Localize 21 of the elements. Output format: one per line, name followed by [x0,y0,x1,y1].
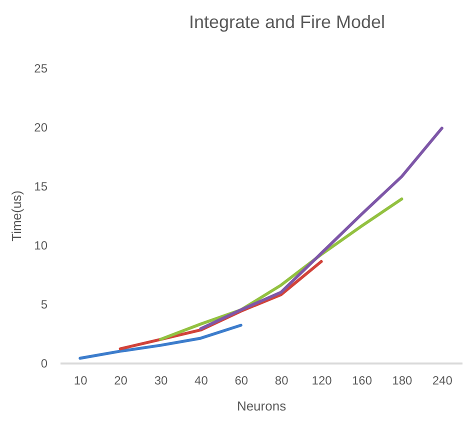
y-tick-label: 10 [34,238,48,252]
line-series [199,126,444,330]
y-axis-title: Time(us) [9,190,24,242]
x-tick-label: 20 [114,374,128,388]
x-tick-label: 60 [234,374,248,388]
line-series [78,324,242,360]
x-tick-label: 240 [432,374,453,388]
x-axis-title: Neurons [236,398,287,414]
x-tick-label: 40 [194,374,208,388]
x-tick-label: 180 [392,374,413,388]
x-tick-label: 160 [352,374,372,388]
chart-title: Integrate and Fire Model [188,12,386,32]
x-tick-label: 30 [154,374,168,388]
y-tick-label: 0 [40,356,48,370]
y-tick-label: 15 [34,180,48,194]
x-tick-label: 120 [312,374,332,388]
y-tick-label: 25 [34,62,48,76]
y-tick-label: 20 [34,120,48,134]
x-tick-label: 10 [74,374,88,388]
x-tick-label: 80 [274,374,289,388]
y-tick-label: 5 [40,298,48,312]
